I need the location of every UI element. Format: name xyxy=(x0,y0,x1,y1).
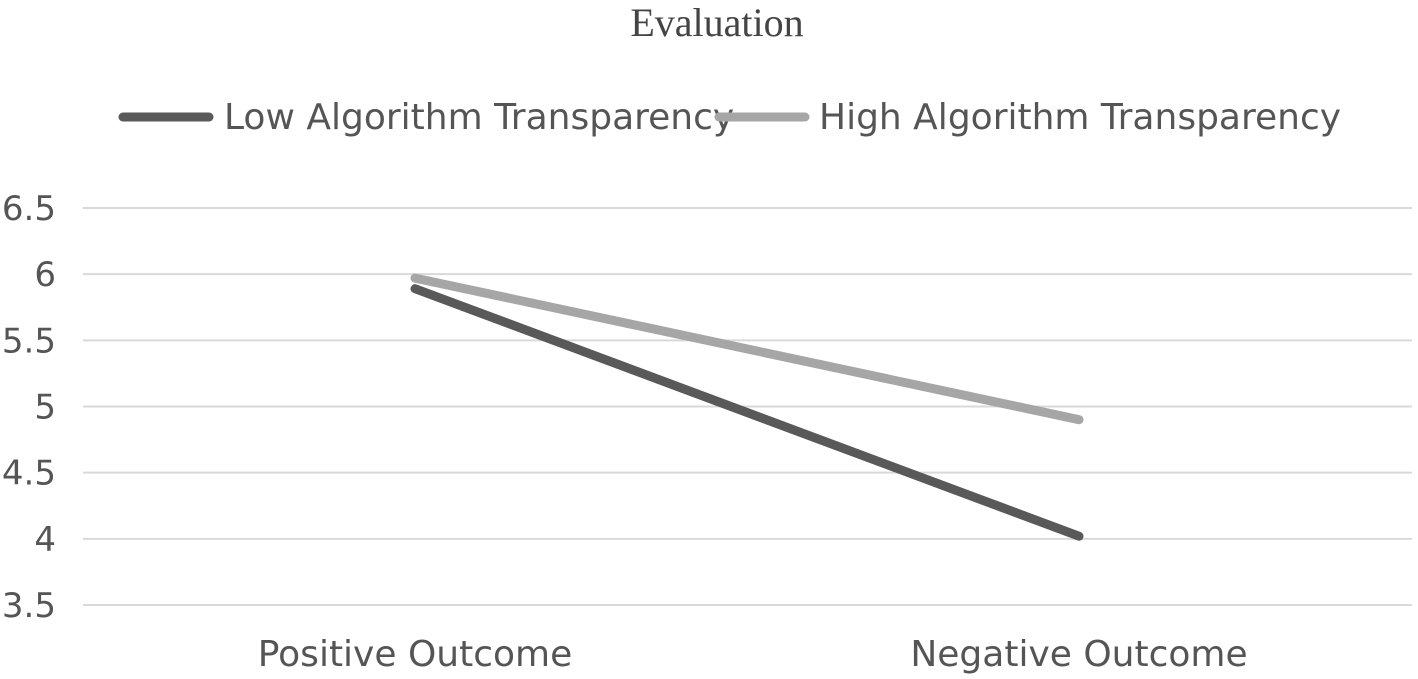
y-tick-label-1: 4 xyxy=(34,520,56,560)
x-category-label-0: Positive Outcome xyxy=(258,634,573,675)
y-tick-label-0: 3.5 xyxy=(2,586,56,626)
y-tick-label-5: 6 xyxy=(34,255,56,295)
series-line-high-transparency xyxy=(410,273,1084,425)
y-tick-label-4: 5.5 xyxy=(2,321,56,361)
legend-label-high-transparency: High Algorithm Transparency xyxy=(819,97,1341,138)
chart-title: Evaluation xyxy=(630,0,803,45)
y-tick-label-2: 4.5 xyxy=(2,454,56,494)
y-tick-label-3: 5 xyxy=(34,388,56,428)
legend-label-low-transparency: Low Algorithm Transparency xyxy=(224,97,734,138)
y-axis-tick-labels: 3.5 4 4.5 5 5.5 6 6.5 xyxy=(2,189,56,626)
legend: Low Algorithm Transparency High Algorith… xyxy=(118,97,1341,138)
x-category-label-1: Negative Outcome xyxy=(910,634,1247,675)
series-line-low-transparency xyxy=(410,284,1084,541)
legend-item-low-transparency: Low Algorithm Transparency xyxy=(118,97,734,138)
legend-item-high-transparency: High Algorithm Transparency xyxy=(714,97,1341,138)
series-lines xyxy=(410,273,1084,541)
gridlines xyxy=(83,207,1412,606)
x-axis-category-labels: Positive Outcome Negative Outcome xyxy=(258,634,1248,675)
y-tick-label-6: 6.5 xyxy=(2,189,56,229)
